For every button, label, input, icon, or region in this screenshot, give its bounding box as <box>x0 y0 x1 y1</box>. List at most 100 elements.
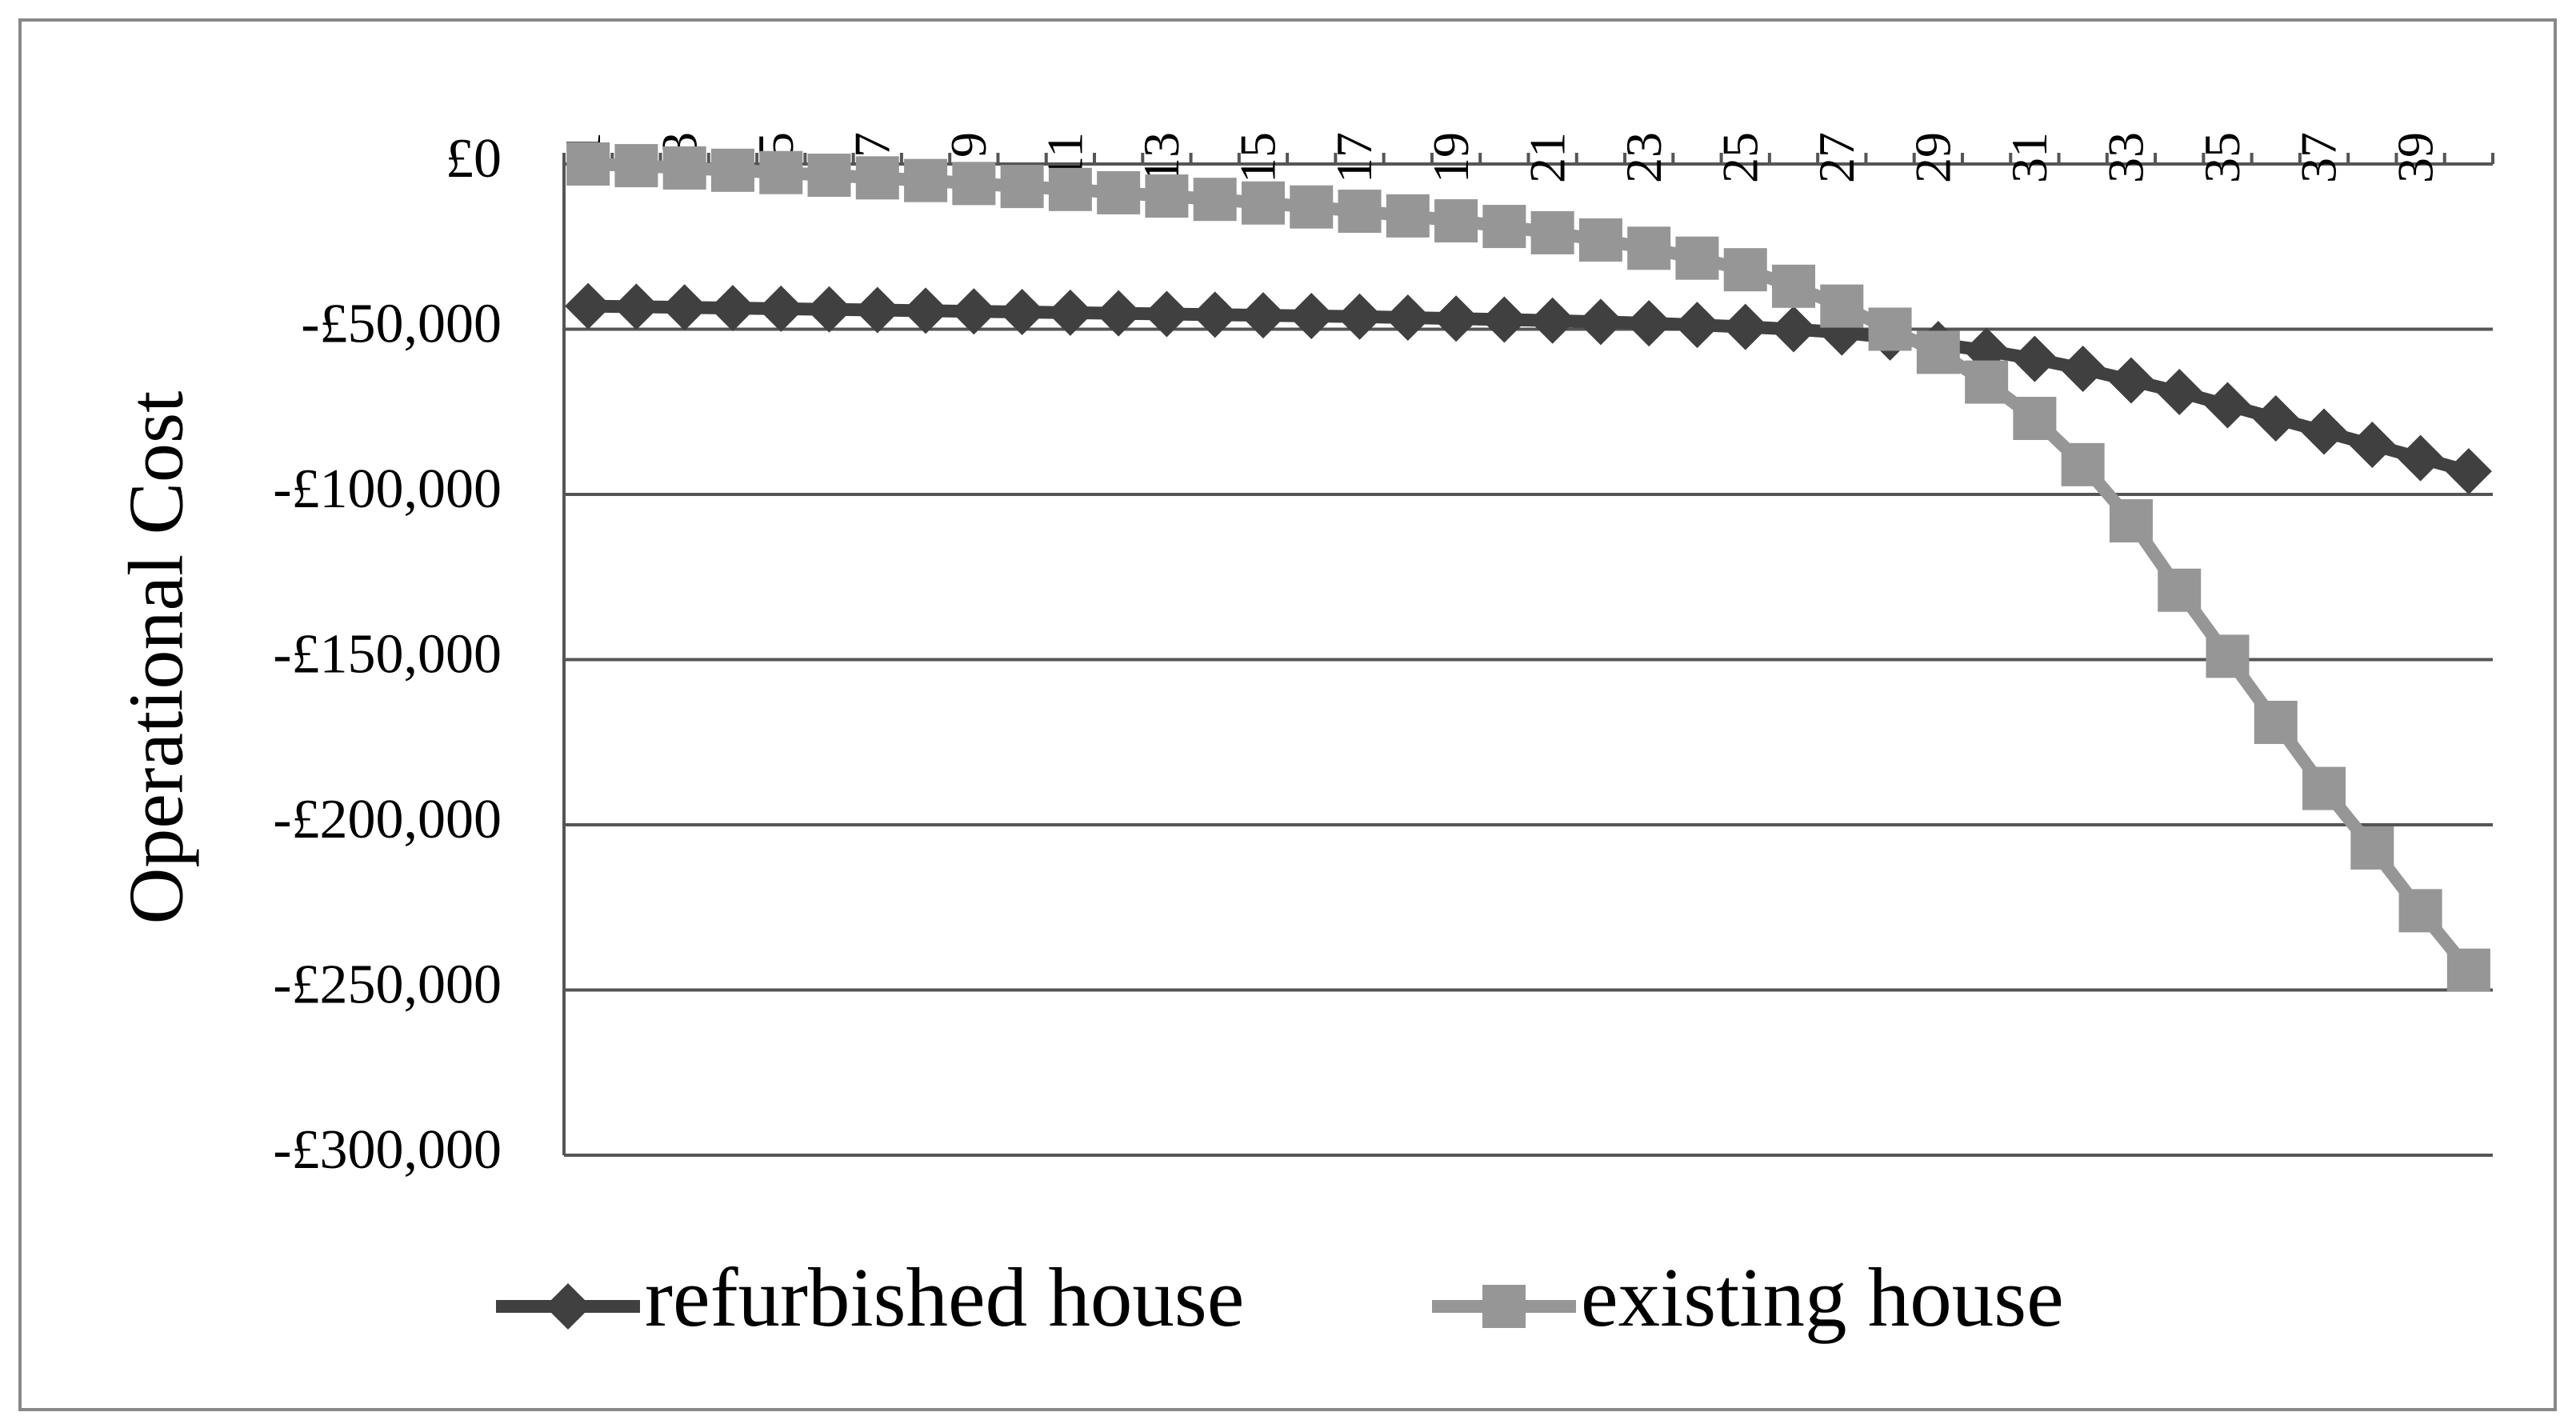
marker <box>1578 218 1622 262</box>
marker <box>1675 236 1719 280</box>
legend-label: refurbished house <box>645 1250 1244 1344</box>
x-tick-label: 37 <box>2290 132 2347 183</box>
marker <box>1916 330 1960 374</box>
marker <box>1288 292 1335 339</box>
marker <box>2011 335 2058 382</box>
marker <box>1530 210 1574 254</box>
marker <box>2206 634 2250 678</box>
marker <box>2301 408 2348 455</box>
marker <box>2350 826 2394 870</box>
x-tick-label: 17 <box>1326 132 1382 183</box>
marker <box>661 284 708 331</box>
x-tick-label: 35 <box>2194 132 2250 183</box>
y-tick-label: £0 <box>446 128 502 190</box>
marker <box>807 154 851 198</box>
marker <box>1046 289 1094 336</box>
marker <box>566 142 610 186</box>
marker <box>998 289 1046 336</box>
marker <box>1434 199 1478 243</box>
marker <box>2397 434 2444 482</box>
marker <box>1674 302 1721 349</box>
x-tick-label: 39 <box>2386 132 2443 183</box>
series-line <box>588 299 2470 478</box>
marker <box>1820 284 1864 328</box>
marker <box>1772 264 1816 308</box>
x-tick-label: 15 <box>1230 132 1286 183</box>
y-tick-label: -£250,000 <box>273 954 502 1016</box>
legend-marker <box>1482 1285 1526 1328</box>
marker <box>1386 194 1430 238</box>
marker <box>1481 296 1528 343</box>
marker <box>710 148 754 192</box>
x-tick-label: 29 <box>1905 132 1962 183</box>
x-tick-label: 9 <box>940 132 997 158</box>
marker <box>904 158 948 202</box>
marker <box>1529 297 1576 344</box>
marker <box>1965 360 2009 404</box>
marker <box>1336 293 1383 340</box>
marker <box>855 156 899 200</box>
marker <box>806 286 853 333</box>
series-line <box>587 158 2474 974</box>
marker <box>2156 368 2203 415</box>
chart-border <box>18 18 2557 1411</box>
marker <box>2349 422 2396 469</box>
marker <box>1290 185 1334 229</box>
marker <box>1577 298 1624 346</box>
marker <box>2059 346 2106 393</box>
marker <box>2446 948 2490 992</box>
y-axis-title: Operational Cost <box>113 391 199 925</box>
x-tick-label: 7 <box>843 132 900 158</box>
marker <box>1048 167 1092 211</box>
marker <box>1722 303 1769 350</box>
marker <box>614 144 658 188</box>
x-tick-label: 23 <box>1615 132 1672 183</box>
marker <box>1482 205 1526 249</box>
marker <box>952 162 996 206</box>
marker <box>2158 568 2202 612</box>
marker <box>1241 181 1285 225</box>
marker <box>854 286 901 334</box>
marker <box>1097 170 1141 214</box>
y-tick-label: -£150,000 <box>273 624 502 686</box>
marker <box>2398 889 2442 933</box>
x-tick-label: 25 <box>1711 132 1768 183</box>
marker <box>950 288 998 335</box>
marker <box>2013 397 2057 441</box>
marker <box>1433 295 1480 342</box>
x-tick-label: 19 <box>1422 132 1479 183</box>
marker <box>1627 226 1671 270</box>
marker <box>1095 290 1142 337</box>
marker <box>2204 382 2251 429</box>
marker <box>662 146 706 190</box>
marker <box>613 283 660 330</box>
x-tick-label: 33 <box>2098 132 2154 183</box>
marker <box>2445 448 2492 495</box>
marker <box>565 282 612 330</box>
marker <box>1868 307 1912 351</box>
marker <box>1338 190 1382 234</box>
marker <box>2109 499 2153 543</box>
marker <box>1000 165 1044 209</box>
y-tick-label: -£50,000 <box>301 294 502 355</box>
y-tick-label: -£200,000 <box>273 789 502 850</box>
marker <box>2252 395 2299 442</box>
marker <box>1626 300 1673 347</box>
x-tick-label: 21 <box>1518 132 1575 183</box>
marker <box>1770 306 1818 353</box>
marker <box>1384 294 1431 342</box>
marker <box>1723 248 1767 292</box>
x-tick-label: 31 <box>2001 132 2058 183</box>
marker <box>902 287 950 334</box>
marker <box>1239 292 1286 339</box>
marker <box>1193 178 1237 222</box>
marker <box>2302 766 2346 810</box>
legend-marker <box>545 1283 591 1330</box>
marker <box>1191 291 1238 338</box>
x-tick-label: 27 <box>1808 132 1865 183</box>
y-tick-label: -£100,000 <box>273 458 502 520</box>
marker <box>2254 700 2298 744</box>
marker <box>1145 174 1189 218</box>
